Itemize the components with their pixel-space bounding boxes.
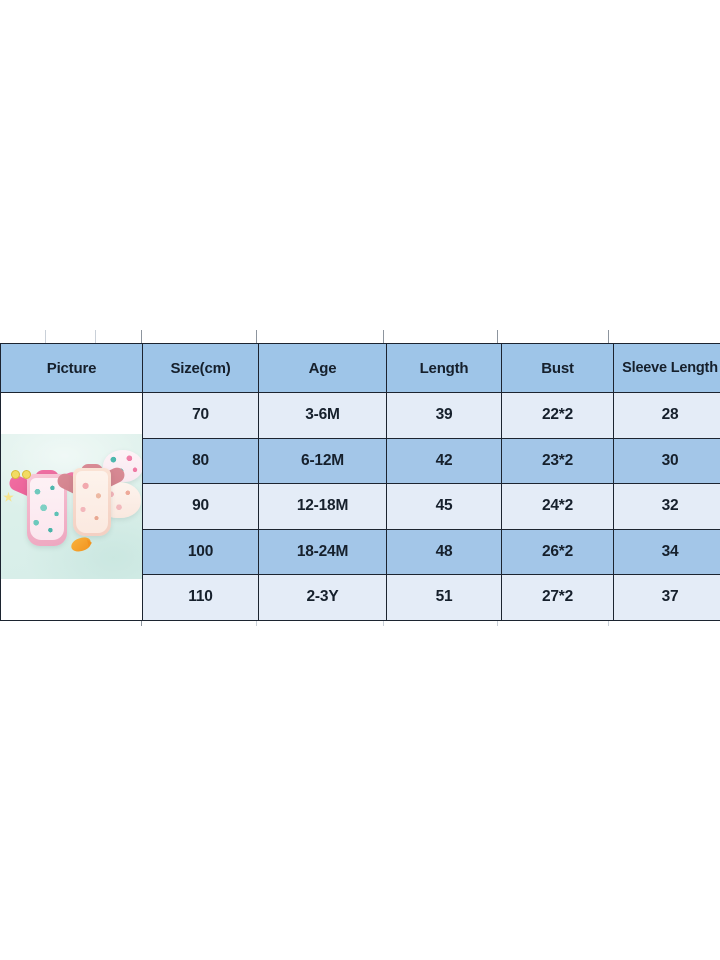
column-header-sleeve-length: Sleeve Length [613, 343, 720, 393]
sunglasses-prop [11, 469, 33, 479]
product-photo [1, 433, 142, 579]
cell-bust: 26*2 [501, 528, 614, 575]
column-header-length: Length [386, 343, 502, 393]
cell-size: 70 [142, 392, 259, 439]
cell-age: 6-12M [258, 437, 387, 484]
cell-bust: 24*2 [501, 483, 614, 530]
starfish-prop [3, 491, 14, 502]
table-row: 80 6-12M 42 23*2 30 [1, 437, 720, 484]
cell-length: 48 [386, 528, 502, 575]
cell-bust: 22*2 [501, 392, 614, 439]
column-header-age: Age [258, 343, 387, 393]
table-row: 90 12-18M 45 24*2 32 [1, 483, 720, 530]
cell-sleeve: 30 [613, 437, 720, 484]
cell-age: 12-18M [258, 483, 387, 530]
cell-age: 3-6M [258, 392, 387, 439]
cell-length: 51 [386, 574, 502, 621]
grid-tick-mark [383, 330, 384, 343]
table-header: Picture Size(cm) Age Length Bust Sleeve … [0, 343, 720, 393]
cell-sleeve: 34 [613, 528, 720, 575]
cell-length: 39 [386, 392, 502, 439]
column-header-bust: Bust [501, 343, 614, 393]
table-body: 70 3-6M 39 22*2 28 80 6-12M 42 23*2 30 9… [0, 392, 720, 621]
table-row: 110 2-3Y 51 27*2 37 [1, 574, 720, 621]
cell-length: 45 [386, 483, 502, 530]
cell-size: 80 [142, 437, 259, 484]
cell-sleeve: 32 [613, 483, 720, 530]
cell-bust: 23*2 [501, 437, 614, 484]
cell-age: 2-3Y [258, 574, 387, 621]
cell-length: 42 [386, 437, 502, 484]
grid-tick-mark [95, 330, 96, 343]
grid-tick-mark [141, 330, 142, 343]
cell-sleeve: 28 [613, 392, 720, 439]
cell-size: 100 [142, 528, 259, 575]
grid-tick-mark [497, 330, 498, 343]
grid-tick-mark [45, 330, 46, 343]
peach-floral-rashguard [73, 467, 111, 536]
grid-tick-mark [608, 330, 609, 343]
column-header-size: Size(cm) [142, 343, 259, 393]
header-row: Picture Size(cm) Age Length Bust Sleeve … [0, 343, 720, 393]
cell-age: 18-24M [258, 528, 387, 575]
size-chart-table: Picture Size(cm) Age Length Bust Sleeve … [0, 343, 720, 621]
grid-tick-mark [256, 330, 257, 343]
cell-size: 110 [142, 574, 259, 621]
column-header-picture: Picture [0, 343, 143, 393]
cell-size: 90 [142, 483, 259, 530]
table-row: 70 3-6M 39 22*2 28 [0, 392, 720, 621]
cell-bust: 27*2 [501, 574, 614, 621]
product-photo-cell [0, 392, 143, 621]
cell-sleeve: 37 [613, 574, 720, 621]
